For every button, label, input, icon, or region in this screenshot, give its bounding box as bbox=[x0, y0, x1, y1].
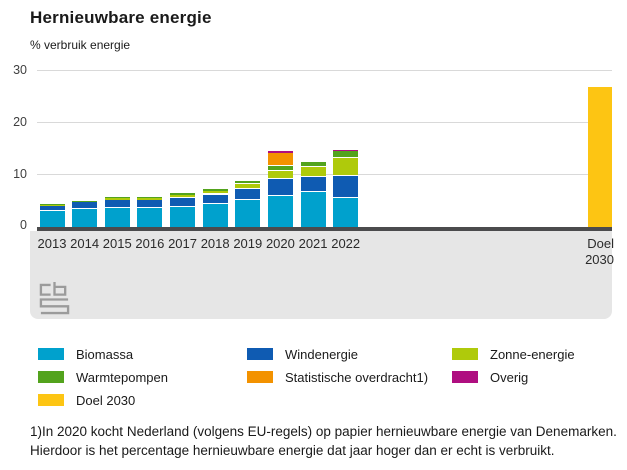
x-axis-year-label: 2015 bbox=[102, 236, 132, 251]
bar-segment bbox=[235, 184, 261, 190]
bar-segment bbox=[202, 194, 228, 204]
bar-segment bbox=[333, 149, 359, 152]
bar-segment bbox=[235, 200, 261, 228]
x-axis-year-label: 2022 bbox=[331, 236, 361, 251]
x-axis-year-label: 2016 bbox=[135, 236, 165, 251]
x-axis-year-label: 2020 bbox=[265, 236, 295, 251]
y-axis-unit-label: % verbruik energie bbox=[30, 38, 131, 52]
x-axis-line bbox=[37, 227, 612, 231]
legend-label: Statistische overdracht1) bbox=[285, 369, 429, 385]
bar-segment bbox=[267, 195, 293, 228]
legend-label: Zonne-energie bbox=[490, 346, 575, 362]
bar-segment bbox=[333, 151, 359, 159]
footnote-line-1: 1)In 2020 kocht Nederland (volgens EU-re… bbox=[30, 424, 617, 439]
x-axis-year-label: 2021 bbox=[298, 236, 328, 251]
bar-segment bbox=[39, 211, 65, 228]
legend: Biomassa Windenergie Zonne-energie Warmtepo… bbox=[38, 346, 575, 408]
bar-segment bbox=[104, 207, 130, 228]
legend-item: Biomassa bbox=[38, 346, 247, 362]
legend-label: Doel 2030 bbox=[76, 392, 136, 408]
bar-segment bbox=[137, 200, 163, 209]
legend-label: Warmtepompen bbox=[76, 369, 168, 385]
bar-segment bbox=[72, 208, 98, 228]
bar-segment bbox=[267, 151, 293, 154]
bar-segment bbox=[202, 189, 228, 192]
bar-segment bbox=[170, 195, 196, 198]
gridline-20 bbox=[37, 122, 612, 123]
bar-segment bbox=[170, 197, 196, 207]
y-axis-tick-label: 20 bbox=[13, 115, 27, 129]
legend-item: Warmtepompen bbox=[38, 369, 247, 385]
bar-segment bbox=[72, 201, 98, 203]
legend-item: Overig bbox=[452, 369, 575, 385]
y-axis-tick-label: 0 bbox=[20, 218, 27, 232]
legend-color-swatch bbox=[38, 394, 64, 406]
legend-item: Statistische overdracht1) bbox=[247, 369, 452, 385]
x-axis-year-label: 2014 bbox=[70, 236, 100, 251]
doel-bar bbox=[588, 86, 612, 228]
bar-segment bbox=[300, 166, 326, 178]
x-axis-year-label: 2019 bbox=[233, 236, 263, 251]
bar-segment bbox=[300, 162, 326, 167]
bar-segment bbox=[267, 178, 293, 196]
bar-segment bbox=[104, 197, 130, 199]
bar-segment bbox=[300, 177, 326, 192]
bar-segment bbox=[137, 198, 163, 201]
bar-segment bbox=[202, 191, 228, 195]
bar-segment bbox=[300, 191, 326, 228]
y-axis-tick-label: 30 bbox=[13, 63, 27, 77]
chart-title: Hernieuwbare energie bbox=[30, 8, 212, 27]
gridline-30 bbox=[37, 70, 612, 71]
legend-item: Zonne-energie bbox=[452, 346, 575, 362]
bar-segment bbox=[72, 200, 98, 202]
bar-segment bbox=[267, 171, 293, 179]
legend-color-swatch bbox=[452, 371, 478, 383]
bar-segment bbox=[235, 189, 261, 201]
bar-segment bbox=[104, 198, 130, 201]
legend-color-swatch bbox=[38, 371, 64, 383]
x-axis-doel-label: Doel 2030 bbox=[585, 236, 614, 267]
x-axis-year-label: 2017 bbox=[168, 236, 197, 251]
legend-label: Biomassa bbox=[76, 346, 134, 362]
bar-segment bbox=[39, 204, 65, 206]
legend-label: Windenergie bbox=[285, 346, 358, 362]
cbs-logo bbox=[39, 282, 70, 315]
legend-label: Overig bbox=[490, 369, 529, 385]
bar-segment bbox=[333, 176, 359, 199]
bar-segment bbox=[267, 165, 293, 172]
bar-segment bbox=[104, 200, 130, 208]
legend-color-swatch bbox=[247, 348, 273, 360]
x-axis-year-label: 2018 bbox=[200, 236, 230, 251]
bar-segment bbox=[39, 204, 65, 205]
bar-segment bbox=[137, 208, 163, 228]
bar-segment bbox=[202, 203, 228, 228]
footnote-line-2: Hierdoor is het percentage hernieuwbare … bbox=[30, 442, 555, 458]
y-axis-tick-label: 10 bbox=[13, 167, 27, 181]
legend-item: Doel 2030 bbox=[38, 392, 247, 408]
legend-color-swatch bbox=[38, 348, 64, 360]
bar-segment bbox=[72, 202, 98, 209]
legend-color-swatch bbox=[452, 348, 478, 360]
bar-segment bbox=[267, 153, 293, 166]
bar-segment bbox=[170, 193, 196, 196]
legend-item: Windenergie bbox=[247, 346, 452, 362]
bar-segment bbox=[39, 205, 65, 212]
footnote: 1)In 2020 kocht Nederland (volgens EU-re… bbox=[30, 423, 617, 460]
bar-segment bbox=[333, 158, 359, 177]
legend-color-swatch bbox=[247, 371, 273, 383]
x-axis-year-label: 2013 bbox=[37, 236, 67, 251]
bar-segment bbox=[235, 181, 261, 185]
x-axis-band bbox=[30, 231, 612, 319]
bar-segment bbox=[137, 197, 163, 199]
bar-segment bbox=[170, 206, 196, 228]
bar-segment bbox=[333, 198, 359, 228]
